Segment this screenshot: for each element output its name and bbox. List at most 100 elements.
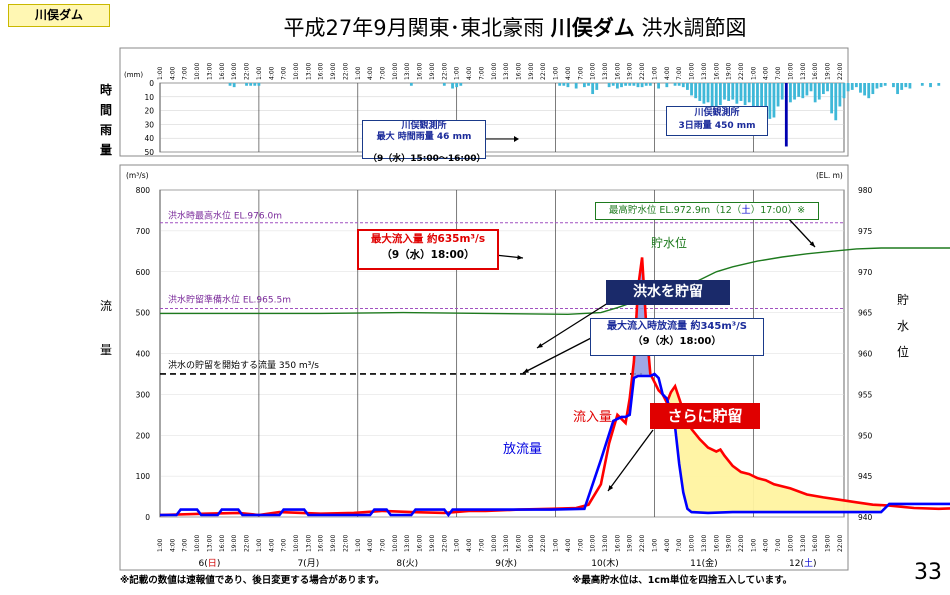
max-inflow-callout: 最大流入量 約635m³/s （9（水）18:00） — [357, 229, 499, 270]
rain-axis-char: 雨 — [99, 123, 112, 137]
rain-hour-tick: 22:00 — [639, 63, 646, 80]
rain-bar — [455, 83, 459, 88]
day-label: 8(火) — [396, 558, 418, 569]
rain-bar — [694, 83, 698, 99]
rain-bar — [817, 83, 821, 100]
level-tick-label: 940 — [858, 513, 873, 522]
rain-bar — [232, 83, 236, 88]
flow-tick-label: 0 — [145, 513, 150, 522]
max-inflow-line2: （9（水）18:00） — [381, 249, 475, 261]
rain-hour-tick: 1:00 — [256, 66, 263, 80]
main-hour-tick: 4:00 — [763, 538, 770, 552]
rain-bar — [780, 83, 784, 100]
rain-hour-tick: 10:00 — [689, 63, 696, 80]
rain-bar — [896, 83, 899, 95]
rain-hour-tick: 10:00 — [491, 63, 498, 80]
rain-bar — [826, 83, 829, 92]
rain-axis-char: 量 — [99, 143, 112, 157]
rain-chart: (mm) 0 10 20 30 40 50 1:00 4:00 7:00 10:00 13:00 16:… — [119, 47, 941, 157]
rain-bar — [801, 83, 805, 99]
rain-hour-tick: 4:00 — [466, 66, 473, 80]
level-tick-label: 965 — [858, 309, 873, 318]
main-hour-tick: 19:00 — [627, 535, 634, 552]
rain-bar — [793, 83, 796, 100]
main-hour-tick: 7:00 — [380, 538, 387, 552]
rain-bar — [789, 83, 792, 103]
rain-hour-tick: 1:00 — [651, 66, 658, 80]
rain-bar — [937, 83, 941, 86]
rain-bar — [587, 83, 590, 86]
rain-bar — [690, 83, 693, 96]
flow-tick-label: 800 — [136, 186, 151, 195]
main-hour-tick: 7:00 — [775, 538, 782, 552]
rain-bar — [871, 83, 875, 95]
rain-bar — [607, 83, 611, 88]
rain-hour-tick: 19:00 — [726, 63, 733, 80]
rain-hour-tick: 4:00 — [565, 66, 572, 80]
rain-hour-tick: 16:00 — [515, 63, 522, 80]
rain-bar — [644, 83, 648, 86]
rain-bar — [784, 83, 788, 147]
level-tick-label: 960 — [858, 350, 873, 359]
rain-hour-tick: 7:00 — [676, 66, 683, 80]
main-hour-tick: 19:00 — [726, 535, 733, 552]
level-tick-label: 945 — [858, 472, 873, 481]
main-hour-tick: 13:00 — [503, 535, 510, 552]
rain-bar — [698, 83, 702, 101]
main-hour-tick: 4:00 — [466, 538, 473, 552]
rain-bar — [591, 83, 595, 95]
main-hour-tick: 19:00 — [330, 535, 337, 552]
fsl-label: 洪水貯留準備水位 EL.965.5m — [168, 294, 291, 306]
rain-bar — [611, 83, 615, 86]
rain-bar — [249, 83, 253, 86]
rain-hour-tick: 1:00 — [157, 66, 164, 80]
max-level-end: ）17:00）※ — [750, 205, 806, 216]
page-number: 33 — [914, 560, 942, 585]
rain-bar — [834, 83, 838, 121]
rain-bar — [846, 83, 850, 92]
rain-bar — [409, 83, 413, 86]
rain-bar — [727, 83, 731, 101]
rain-bar — [867, 83, 871, 99]
rain-bar — [681, 83, 685, 88]
rain-bar — [854, 83, 858, 88]
rain-bar — [558, 83, 562, 86]
day-label: 7(月) — [297, 558, 319, 569]
level-tick-label: 970 — [858, 268, 873, 277]
main-hour-tick: 19:00 — [429, 535, 436, 552]
main-hour-tick: 22:00 — [738, 535, 745, 552]
max-inflow-arrow-head — [517, 255, 523, 260]
rain-hour-tick: 10:00 — [392, 63, 399, 80]
main-hour-tick: 13:00 — [404, 535, 411, 552]
main-hour-tick: 4:00 — [169, 538, 176, 552]
rain-bar — [859, 83, 862, 93]
flow-tick-label: 400 — [136, 350, 151, 359]
rain-hour-tick: 1:00 — [355, 66, 362, 80]
further-storage-area — [666, 386, 882, 513]
rain-bar — [665, 83, 669, 88]
rain-bar — [756, 83, 759, 111]
flow-chart: (m³/s) (EL. m) 0 100 200 300 400 500 600 700 800 94… — [119, 164, 950, 571]
main-hour-tick: 4:00 — [664, 538, 671, 552]
rain-bar — [459, 83, 463, 86]
rain-hour-tick: 22:00 — [441, 63, 448, 80]
rain-hour-tick: 1:00 — [750, 66, 757, 80]
rain-bar — [821, 83, 825, 95]
rain-hour-tick: 10:00 — [787, 63, 794, 80]
rain-hour-tick: 16:00 — [713, 63, 720, 80]
main-hour-tick: 7:00 — [478, 538, 485, 552]
rain-max-time: （9（水）15:00～16:00） — [368, 154, 486, 164]
rain-bar — [850, 83, 854, 90]
page-title: 平成27年9月関東･東北豪雨 川俣ダム 洪水調節図 — [190, 12, 840, 42]
rain-bar — [442, 83, 446, 86]
rain-bar — [760, 83, 763, 114]
rain-tick-label: 40 — [144, 134, 154, 143]
main-hour-tick: 4:00 — [565, 538, 572, 552]
rain-bar — [620, 83, 623, 88]
rain-bar — [714, 83, 718, 108]
title-prefix: 平成27年9月関東･東北豪雨 — [283, 16, 545, 40]
rain-hour-tick: 16:00 — [417, 63, 424, 80]
rain-bar — [883, 83, 887, 86]
level-tick-label: 975 — [858, 227, 873, 236]
rain-hour-tick: 13:00 — [800, 63, 807, 80]
